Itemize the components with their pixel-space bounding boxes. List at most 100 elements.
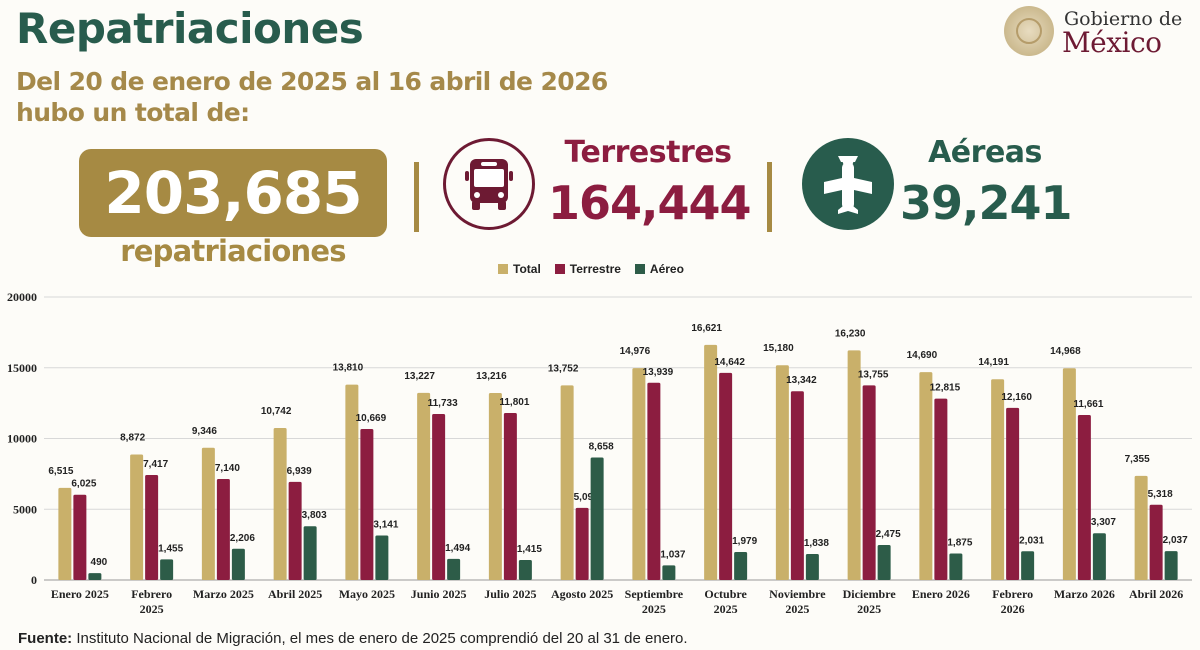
- bar-terrestre: [790, 391, 804, 580]
- legend-swatch-terrestre: [554, 264, 565, 274]
- bar-value-label: 12,815: [930, 383, 961, 394]
- bar-total: [847, 350, 861, 580]
- x-tick-label: Noviembre 2025: [769, 587, 826, 616]
- divider: [414, 162, 419, 232]
- divider: [767, 162, 772, 232]
- legend-item-aereo: Aéreo: [634, 262, 684, 276]
- terrestres-value: 164,444: [548, 176, 752, 230]
- legend-swatch-total: [498, 264, 508, 274]
- bar-aéreo: [662, 565, 676, 580]
- bar-value-label: 3,141: [373, 520, 398, 531]
- bus-icon: [443, 138, 535, 230]
- bar-total: [775, 365, 789, 580]
- logo-line-2: México: [1062, 26, 1162, 59]
- legend-item-total: Total: [498, 262, 541, 276]
- bar-terrestre: [1006, 407, 1020, 580]
- bar-aéreo: [447, 558, 461, 580]
- bar-value-label: 490: [91, 557, 108, 568]
- bar-value-label: 14,976: [620, 346, 651, 357]
- bar-group: 7,355 5,318 2,037 Abril 2026: [1125, 454, 1188, 601]
- x-tick-label: Abril 2025: [268, 587, 322, 601]
- x-tick-label: Agosto 2025: [551, 587, 613, 601]
- national-seal-icon: [1004, 6, 1054, 56]
- footnote-label: Fuente:: [18, 630, 73, 647]
- legend-item-terrestre: Terrestre: [554, 262, 621, 276]
- bar-value-label: 1,415: [517, 544, 542, 555]
- bar-total: [345, 384, 359, 580]
- page-title: Repatriaciones: [16, 4, 364, 53]
- bar-value-label: 13,342: [786, 375, 817, 386]
- bar-value-label: 5,318: [1148, 489, 1173, 500]
- bar-terrestre: [934, 398, 948, 580]
- logo-line-1: Gobierno de: [1064, 8, 1183, 30]
- bar-group: 15,180 13,342 1,838 Noviembre 2025: [763, 343, 829, 616]
- y-tick-label: 10000: [7, 432, 37, 446]
- bar-value-label: 6,515: [48, 466, 73, 477]
- bar-terrestre: [288, 481, 302, 580]
- bar-value-label: 1,875: [947, 537, 972, 548]
- bar-group: 10,742 6,939 3,803 Abril 2025: [261, 406, 327, 601]
- bar-group: 9,346 7,140 2,206 Marzo 2025: [192, 426, 255, 601]
- bar-total: [1062, 368, 1076, 580]
- bar-total: [273, 428, 287, 580]
- bar-value-label: 14,642: [714, 357, 745, 368]
- bar-value-label: 6,939: [287, 466, 312, 477]
- bar-value-label: 16,621: [691, 323, 722, 334]
- bar-group: 13,227 11,733 1,494 Junio 2025: [404, 371, 470, 601]
- x-tick-label: Mayo 2025: [339, 587, 395, 601]
- bar-value-label: 13,755: [858, 369, 889, 380]
- bar-aéreo: [949, 553, 963, 580]
- gobierno-de-mexico-logo: Gobierno de México: [1000, 4, 1200, 60]
- bar-value-label: 14,191: [978, 357, 1009, 368]
- bar-aéreo: [805, 553, 819, 580]
- bar-aéreo: [375, 535, 389, 580]
- bar-aéreo: [1092, 533, 1106, 580]
- bar-total: [919, 372, 933, 580]
- bar-aéreo: [590, 457, 604, 580]
- bar-aéreo: [734, 551, 748, 580]
- bar-value-label: 11,801: [499, 397, 529, 408]
- bar-aéreo: [1021, 551, 1035, 580]
- legend-label-aereo: Aéreo: [649, 262, 684, 276]
- bar-terrestre: [503, 413, 517, 580]
- bar-group: 14,690 12,815 1,875 Enero 2026: [907, 350, 973, 601]
- bar-terrestre: [145, 475, 159, 580]
- bar-value-label: 1,979: [732, 536, 757, 547]
- bar-aéreo: [877, 544, 891, 580]
- bar-terrestre: [360, 429, 374, 580]
- x-tick-label: Marzo 2025: [193, 587, 254, 601]
- x-tick-label: Enero 2026: [912, 587, 970, 601]
- bar-value-label: 2,037: [1163, 535, 1188, 546]
- bar-value-label: 7,355: [1125, 454, 1150, 465]
- bar-value-label: 15,180: [763, 343, 794, 354]
- bar-value-label: 1,455: [158, 543, 183, 554]
- x-tick-label: Abril 2026: [1129, 587, 1183, 601]
- bar-value-label: 13,752: [548, 363, 579, 374]
- x-tick-label: Diciembre 2025: [843, 587, 897, 616]
- bar-value-label: 13,939: [643, 367, 674, 378]
- bar-value-label: 6,025: [71, 479, 96, 490]
- x-tick-label: Septiembre 2025: [625, 587, 684, 616]
- bar-total: [704, 344, 718, 580]
- bar-total: [488, 392, 502, 580]
- chart-legend: Total Terrestre Aéreo: [498, 262, 684, 276]
- x-tick-label: Octubre 2025: [704, 587, 747, 616]
- total-repatriaciones-label: repatriaciones: [120, 234, 346, 268]
- bar-group: 14,976 13,939 1,037 Septiembre 2025: [620, 346, 686, 616]
- bar-value-label: 13,810: [333, 363, 364, 374]
- bar-terrestre: [1077, 414, 1091, 580]
- date-range-subtitle: Del 20 de enero de 2025 al 16 abril de 2…: [16, 66, 608, 128]
- bar-group: 16,621 14,642 1,979 Octubre 2025: [691, 323, 757, 616]
- terrestres-label: Terrestres: [564, 135, 732, 170]
- legend-swatch-aereo: [634, 264, 645, 274]
- subtitle-line-2: hubo un total de:: [16, 98, 250, 127]
- y-tick-label: 0: [31, 573, 37, 587]
- bar-total: [417, 392, 431, 580]
- bar-total: [130, 454, 144, 580]
- bar-value-label: 16,230: [835, 328, 866, 339]
- x-tick-label: Enero 2025: [51, 587, 109, 601]
- bar-terrestre: [432, 413, 446, 580]
- aereas-label: Aéreas: [928, 135, 1042, 170]
- x-tick-label: Febrero 2026: [992, 587, 1033, 616]
- bar-terrestre: [575, 507, 589, 580]
